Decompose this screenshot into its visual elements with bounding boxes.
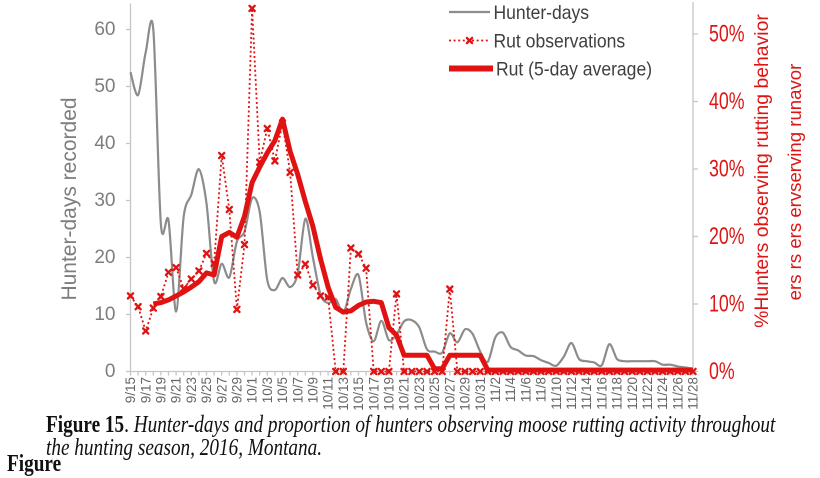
svg-text:11/2: 11/2	[488, 377, 503, 402]
svg-text:11/16: 11/16	[594, 377, 609, 410]
svg-text:10/3: 10/3	[260, 377, 275, 403]
svg-text:Rut observations: Rut observations	[494, 30, 626, 52]
svg-text:9/19: 9/19	[153, 377, 168, 403]
svg-text:10: 10	[94, 304, 115, 325]
svg-text:10/19: 10/19	[381, 377, 396, 411]
svg-text:%Hunters observing rutting beh: %Hunters observing rutting behavior	[751, 14, 773, 328]
svg-text:9/17: 9/17	[138, 377, 153, 403]
svg-text:10/13: 10/13	[336, 377, 351, 411]
svg-text:9/21: 9/21	[169, 377, 184, 403]
svg-text:11/24: 11/24	[655, 377, 670, 410]
svg-text:10/5: 10/5	[275, 377, 290, 403]
svg-text:50%: 50%	[709, 21, 745, 47]
svg-text:0%: 0%	[709, 358, 735, 384]
svg-text:20: 20	[94, 247, 115, 268]
svg-text:11/22: 11/22	[640, 377, 655, 410]
svg-text:11/10: 11/10	[549, 377, 564, 410]
svg-text:Hunter-days recorded: Hunter-days recorded	[58, 97, 81, 300]
svg-text:10/9: 10/9	[305, 377, 320, 403]
svg-text:9/25: 9/25	[199, 377, 214, 403]
svg-text:20%: 20%	[709, 223, 745, 249]
svg-text:10/29: 10/29	[458, 377, 473, 411]
svg-text:9/23: 9/23	[184, 377, 199, 403]
svg-text:10/25: 10/25	[427, 377, 442, 411]
svg-text:10%: 10%	[709, 291, 745, 317]
svg-text:9/29: 9/29	[229, 377, 244, 403]
svg-text:10/11: 10/11	[321, 377, 336, 410]
svg-text:11/18: 11/18	[610, 377, 625, 410]
svg-text:ers rs ers ervserving runavor: ers rs ers ervserving runavor	[784, 64, 805, 301]
svg-text:60: 60	[94, 19, 115, 40]
svg-text:11/4: 11/4	[503, 377, 518, 403]
svg-text:10/1: 10/1	[245, 377, 260, 403]
svg-text:11/28: 11/28	[686, 377, 701, 410]
svg-text:10/31: 10/31	[473, 377, 488, 411]
svg-text:10/7: 10/7	[290, 377, 305, 403]
svg-text:11/14: 11/14	[579, 377, 594, 410]
svg-text:30: 30	[94, 190, 115, 211]
svg-text:9/15: 9/15	[123, 377, 138, 403]
svg-text:Hunter-days: Hunter-days	[494, 1, 590, 23]
svg-text:Rut (5-day average): Rut (5-day average)	[496, 58, 652, 80]
svg-text:10/17: 10/17	[366, 377, 381, 411]
svg-text:40%: 40%	[709, 88, 745, 114]
svg-text:10/21: 10/21	[397, 377, 412, 411]
svg-text:10/15: 10/15	[351, 377, 366, 411]
svg-text:11/12: 11/12	[564, 377, 579, 410]
svg-text:10/27: 10/27	[442, 377, 457, 411]
svg-text:11/6: 11/6	[518, 377, 533, 402]
svg-text:30%: 30%	[709, 156, 745, 182]
svg-text:50: 50	[94, 76, 115, 97]
svg-text:11/20: 11/20	[625, 377, 640, 410]
svg-text:40: 40	[94, 133, 115, 154]
svg-text:9/27: 9/27	[214, 377, 229, 403]
svg-text:0: 0	[105, 361, 116, 382]
svg-text:11/8: 11/8	[534, 377, 549, 402]
svg-text:11/26: 11/26	[670, 377, 685, 410]
svg-text:10/23: 10/23	[412, 377, 427, 411]
